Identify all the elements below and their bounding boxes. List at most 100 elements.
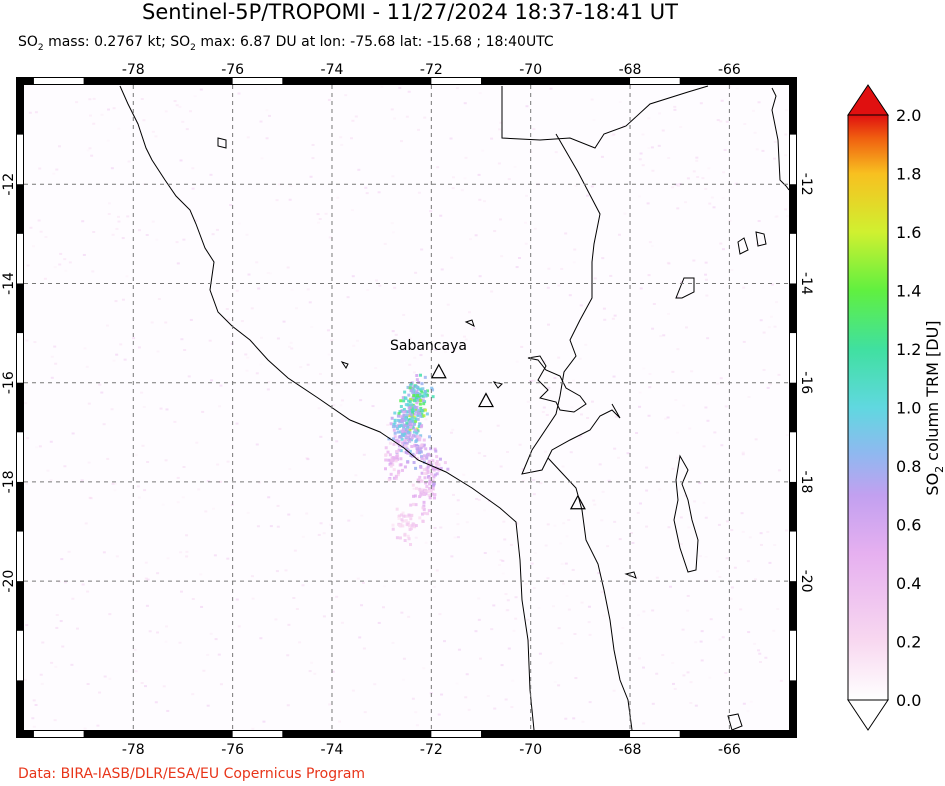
noise-pixel — [75, 627, 79, 630]
noise-pixel — [383, 585, 387, 588]
noise-pixel — [89, 497, 93, 500]
plume-pixel — [398, 536, 402, 540]
noise-pixel — [655, 672, 659, 675]
noise-pixel — [463, 177, 467, 180]
noise-pixel — [294, 307, 298, 310]
plume-pixel — [411, 452, 415, 456]
plume-pixel — [420, 455, 424, 459]
noise-pixel — [289, 185, 293, 188]
noise-pixel — [284, 569, 288, 572]
plume-pixel — [419, 444, 423, 448]
noise-pixel — [112, 359, 116, 362]
noise-pixel — [199, 88, 203, 91]
noise-pixel — [502, 520, 506, 523]
noise-pixel — [202, 669, 206, 672]
noise-pixel — [578, 357, 582, 360]
plume-pixel — [424, 394, 428, 398]
plume-pixel — [403, 439, 407, 443]
noise-pixel — [70, 663, 74, 666]
noise-pixel — [164, 640, 168, 643]
noise-pixel — [181, 120, 185, 123]
plume-pixel — [403, 427, 407, 431]
plume-pixel — [408, 419, 412, 423]
noise-pixel — [524, 582, 528, 585]
noise-pixel — [464, 338, 468, 341]
noise-pixel — [260, 336, 264, 339]
noise-pixel — [686, 594, 690, 597]
noise-pixel — [759, 543, 763, 546]
noise-pixel — [477, 618, 481, 621]
noise-pixel — [143, 685, 147, 688]
noise-pixel — [684, 326, 688, 329]
plume-pixel — [435, 455, 439, 459]
subtitle-so: SO — [18, 34, 38, 50]
plume-pixel — [426, 389, 430, 393]
noise-pixel — [501, 572, 505, 575]
noise-pixel — [83, 727, 87, 730]
plume-pixel — [408, 414, 412, 418]
noise-pixel — [768, 383, 772, 386]
plume-pixel — [390, 416, 394, 420]
noise-pixel — [777, 373, 781, 376]
plume-pixel — [391, 523, 395, 527]
noise-pixel — [121, 237, 125, 240]
noise-pixel — [779, 679, 783, 682]
noise-pixel — [785, 109, 789, 112]
noise-pixel — [156, 631, 160, 634]
noise-pixel — [455, 343, 459, 346]
noise-pixel — [340, 621, 344, 624]
noise-pixel — [718, 575, 722, 578]
colorbar-label: SO2 column TRM [DU] — [923, 320, 945, 495]
noise-pixel — [650, 245, 654, 248]
noise-pixel — [602, 614, 606, 617]
plume-pixel — [401, 511, 405, 515]
noise-pixel — [145, 234, 149, 237]
noise-pixel — [533, 552, 537, 555]
noise-pixel — [497, 162, 501, 165]
noise-pixel — [512, 629, 516, 632]
noise-pixel — [642, 722, 646, 725]
noise-pixel — [286, 704, 290, 707]
noise-pixel — [457, 648, 461, 651]
noise-pixel — [187, 375, 191, 378]
noise-pixel — [590, 185, 594, 188]
noise-pixel — [637, 614, 641, 617]
plume-pixel — [406, 534, 410, 538]
noise-pixel — [570, 406, 574, 409]
noise-pixel — [140, 391, 144, 394]
noise-pixel — [718, 638, 722, 641]
noise-pixel — [670, 186, 674, 189]
noise-pixel — [719, 120, 723, 123]
noise-pixel — [616, 456, 620, 459]
noise-pixel — [499, 121, 503, 124]
border-andes — [521, 133, 621, 475]
noise-pixel — [290, 347, 294, 350]
plume-pixel — [406, 403, 410, 407]
noise-pixel — [721, 636, 725, 639]
noise-pixel — [493, 707, 497, 710]
plume-pixel — [411, 483, 415, 487]
noise-pixel — [547, 323, 551, 326]
noise-pixel — [742, 702, 746, 705]
noise-pixel — [730, 529, 734, 532]
noise-pixel — [159, 407, 163, 410]
noise-pixel — [57, 145, 61, 148]
frame-band-left — [17, 432, 23, 482]
plume-pixel — [407, 418, 411, 422]
noise-pixel — [351, 275, 355, 278]
volcano-triangle — [430, 363, 447, 379]
noise-pixel — [429, 210, 433, 213]
noise-pixel — [178, 641, 182, 644]
noise-pixel — [391, 231, 395, 234]
noise-pixel — [638, 405, 642, 408]
noise-pixel — [183, 349, 187, 352]
noise-pixel — [659, 335, 663, 338]
noise-pixel — [676, 348, 680, 351]
noise-pixel — [402, 657, 406, 660]
plume-pixel — [428, 476, 432, 480]
plume-pixel — [414, 434, 418, 438]
plume-pixel — [405, 421, 409, 425]
noise-pixel — [498, 218, 502, 221]
colorbar-tick-label: 0.6 — [896, 516, 921, 535]
noise-pixel — [309, 175, 313, 178]
